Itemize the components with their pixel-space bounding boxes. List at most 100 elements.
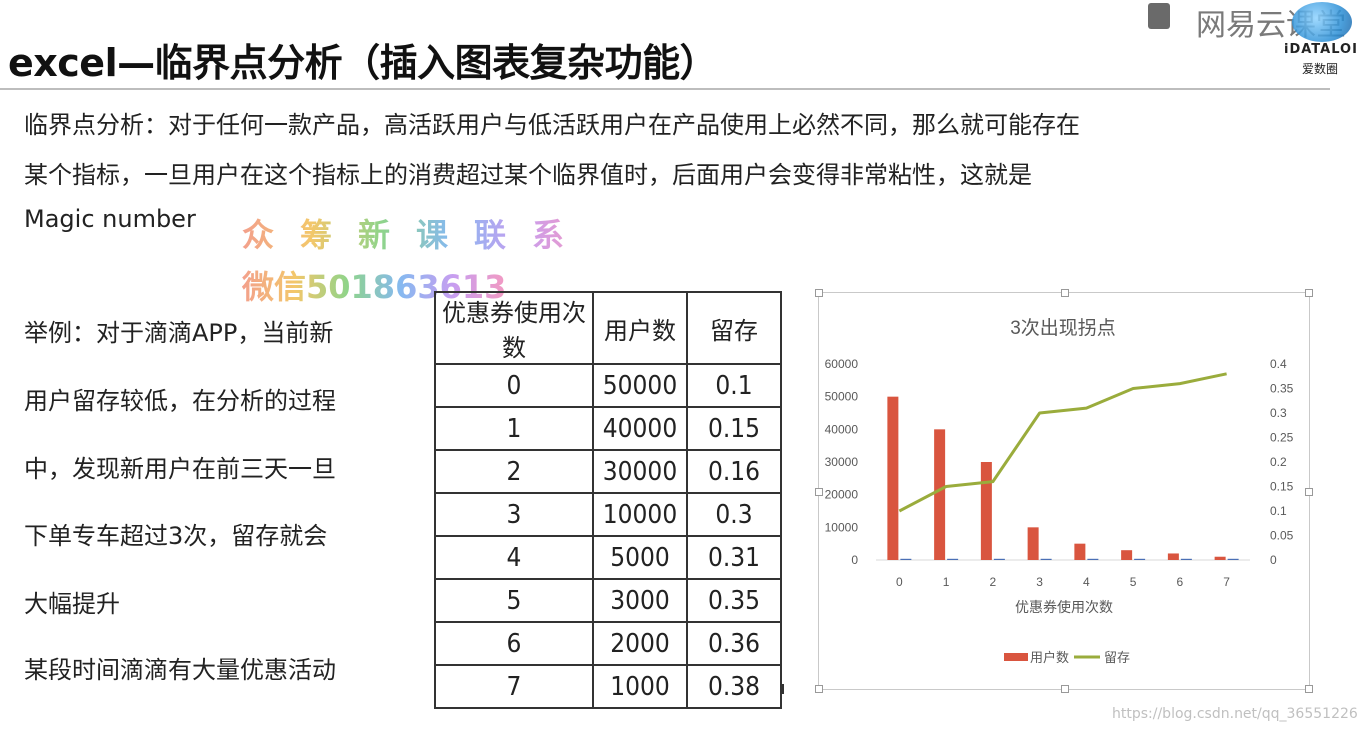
table-cell: 0.15 [686,406,782,451]
left-tick-label: 30000 [825,455,859,469]
left-tick-label: 50000 [825,390,859,404]
resize-handle[interactable] [815,685,823,693]
table-cell: 0.31 [686,535,782,580]
right-tick-label: 0.35 [1270,382,1294,396]
table-row: 0 50000 0.1 [434,363,782,408]
bar-retention [1040,558,1052,560]
right-tick-label: 0.25 [1270,431,1294,445]
resize-handle[interactable] [1061,685,1069,693]
table-header-row: 优惠券使用次数 用户数 留存 [434,291,782,365]
table-cell: 0.16 [686,449,782,494]
bar-retention [1134,558,1146,560]
brand-logo-subtitle: 爱数圈 [1302,62,1339,76]
right-tick-label: 0.05 [1270,529,1294,543]
table-cell: 3000 [592,578,688,623]
example-line-5: 大幅提升 [24,590,120,618]
example-line-2: 用户留存较低，在分析的过程 [24,387,336,415]
x-tick-label: 4 [1083,575,1090,589]
bar-retention [1087,558,1099,560]
table-cell: 0.1 [686,363,782,408]
x-tick-label: 2 [990,575,997,589]
x-tick-label: 7 [1223,575,1230,589]
resize-handle[interactable] [815,289,823,297]
bar-users [980,462,992,560]
title-divider [0,88,1330,90]
table-row: 6 2000 0.36 [434,621,782,666]
left-tick-label: 10000 [825,520,859,534]
bar-retention [900,558,912,560]
intro-line-2: 某个指标，一旦用户在这个指标上的消费超过某个临界值时，后面用户会变得非常粘性，这… [24,161,1032,189]
table-cell: 40000 [592,406,688,451]
left-tick-label: 0 [851,553,858,567]
bar-retention [947,558,959,560]
table-cell: 10000 [592,492,688,537]
x-axis-label: 优惠券使用次数 [1015,599,1113,615]
chart-legend: 用户数 留存 [1004,650,1130,665]
table-cell: 3 [434,492,594,537]
right-axis: 0 0.05 0.1 0.15 0.2 0.25 0.3 0.35 0.4 [1270,357,1294,567]
bar-retention [993,558,1005,560]
x-axis: 0 1 2 3 4 5 6 7 [896,575,1230,589]
bar-series [887,396,1239,560]
example-line-4: 下单专车超过3次，留存就会 [24,522,328,550]
bar-retention [1180,558,1192,560]
resize-handle[interactable] [1305,488,1313,496]
bar-users [1074,543,1086,560]
table-cell: 0.38 [686,664,782,709]
table-cell: 4 [434,535,594,580]
example-line-1: 举例：对于滴滴APP，当前新 [24,319,334,347]
table-cell: 0 [434,363,594,408]
x-tick-label: 0 [896,575,903,589]
table-cell: 2000 [592,621,688,666]
table-row: 3 10000 0.3 [434,492,782,537]
right-tick-label: 0.15 [1270,480,1294,494]
x-tick-label: 6 [1177,575,1184,589]
left-tick-label: 60000 [825,357,859,371]
right-tick-label: 0.1 [1270,504,1287,518]
table-row: 5 3000 0.35 [434,578,782,623]
table-cell: 5 [434,578,594,623]
left-tick-label: 40000 [825,422,859,436]
table-row: 2 30000 0.16 [434,449,782,494]
table-cell: 50000 [592,363,688,408]
footer-url: https://blog.csdn.net/qq_36551226 [1112,706,1358,722]
combo-chart[interactable]: 3次出现拐点 0 10000 20000 30000 40000 50000 60000 0… [818,292,1308,688]
table-cell: 6 [434,621,594,666]
example-line-6: 某段时间滴滴有大量优惠活动 [24,656,336,684]
page-title: excel—临界点分析（插入图表复杂功能） [8,41,718,85]
x-tick-label: 1 [943,575,950,589]
bar-users [1214,556,1226,560]
left-tick-label: 20000 [825,488,859,502]
resize-handle[interactable] [815,488,823,496]
chart-title: 3次出现拐点 [1010,317,1116,339]
table-cell: 7 [434,664,594,709]
retention-line [898,372,1227,513]
line-series [898,372,1227,513]
table-header-cell: 优惠券使用次数 [434,291,594,365]
legend-swatch-users [1004,653,1028,661]
table-cell: 2 [434,449,594,494]
table-cell: 0.3 [686,492,782,537]
table-row: 1 40000 0.15 [434,406,782,451]
data-table: 优惠券使用次数 用户数 留存 0 50000 0.1 1 40000 0.1 5 … [434,291,782,709]
chart-frame[interactable] [815,289,1313,693]
resize-handle[interactable] [1061,289,1069,297]
table-cell: 1 [434,406,594,451]
bar-users [887,396,899,560]
table-header-cell: 用户数 [592,291,688,365]
table-footer-space [434,684,784,694]
x-tick-label: 5 [1130,575,1137,589]
resize-handle[interactable] [1305,289,1313,297]
brand-icon [1148,3,1170,29]
table-row: 7 1000 0.38 [434,664,782,709]
bar-users [1121,550,1133,560]
table-cell: 0.35 [686,578,782,623]
intro-line-1: 临界点分析：对于任何一款产品，高活跃用户与低活跃用户在产品使用上必然不同，那么就… [24,111,1080,139]
brand-logo-text: iDATALOI [1284,42,1358,57]
table-cell: 0.36 [686,621,782,666]
legend-label-users: 用户数 [1030,650,1069,665]
right-tick-label: 0 [1270,553,1277,567]
resize-handle[interactable] [1305,685,1313,693]
example-line-3: 中，发现新用户在前三天一旦 [24,455,336,483]
x-tick-label: 3 [1036,575,1043,589]
